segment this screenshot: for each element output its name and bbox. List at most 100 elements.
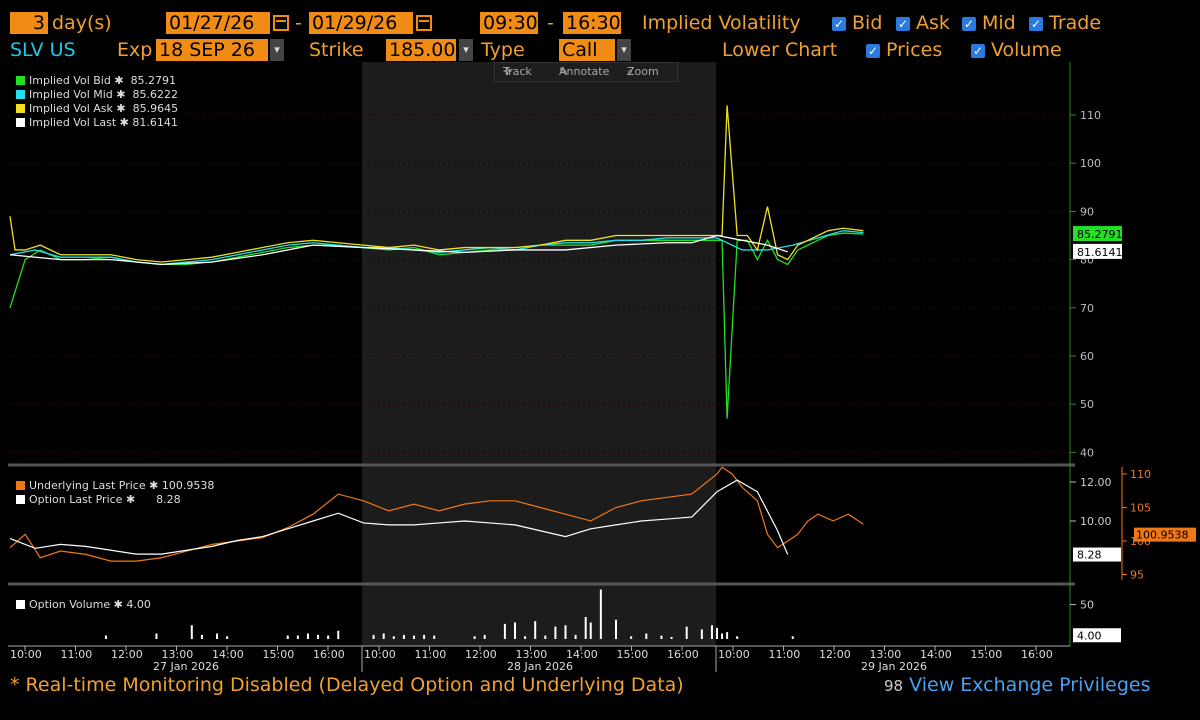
zoom-tool[interactable]: ⌕ Zoom	[627, 63, 659, 81]
volume-bar	[544, 635, 547, 639]
zoom-tool-label: Zoom	[627, 65, 659, 78]
checkbox-checked-icon: ✓	[971, 44, 985, 58]
legend-swatch	[16, 90, 25, 99]
x-tick-label: 11:00	[769, 648, 801, 661]
volume-bar	[721, 633, 724, 639]
strike-select[interactable]: 185.00	[386, 39, 456, 61]
volume-bar	[473, 636, 476, 639]
legend-value: 100.9538	[161, 479, 215, 492]
volume-bar	[574, 634, 577, 639]
legend-item: Underlying Last Price ✱ 100.9538	[16, 479, 214, 493]
volume-bar	[190, 625, 193, 639]
mid-checkbox[interactable]: ✓ Mid	[962, 12, 1016, 34]
x-tick-label: 14:00	[566, 648, 598, 661]
bid-checkbox[interactable]: ✓ Bid	[832, 12, 882, 34]
x-tick-label: 12:00	[111, 648, 143, 661]
iv-tick-label: 100	[1080, 157, 1101, 170]
track-tool[interactable]: ✛ Track	[503, 63, 532, 81]
price-lines	[9, 466, 864, 562]
crosshair-icon: ✛	[503, 65, 513, 78]
volume-bar	[104, 635, 107, 639]
day-label: 27 Jan 2026	[153, 660, 219, 673]
value-tag-box	[1073, 628, 1121, 643]
volume-bar	[736, 636, 739, 639]
days-input[interactable]: 3	[10, 12, 48, 34]
value-tag-label: 81.6141	[1077, 246, 1123, 259]
start-calendar-icon[interactable]	[273, 15, 289, 31]
x-tick-label: 15:00	[263, 648, 295, 661]
header-row-2: SLV US Exp 18 SEP 26 ▾ Strike 185.00 ▾ T…	[0, 39, 1200, 63]
x-tick-label: 13:00	[162, 648, 194, 661]
option-tick-label: 10.00	[1080, 515, 1112, 528]
chart-area[interactable]: 40506070809010011010.0012.00951001051105…	[0, 62, 1200, 674]
x-tick-label: 11:00	[61, 648, 93, 661]
exp-select[interactable]: 18 SEP 26	[156, 39, 268, 61]
pencil-icon: ✎	[559, 65, 569, 78]
price-series-line	[9, 479, 789, 555]
value-tag-label: 4.00	[1077, 629, 1102, 642]
iv-tick-label: 50	[1080, 398, 1094, 411]
value-tag-box	[1134, 527, 1196, 542]
iv-series-line	[9, 105, 864, 263]
volume-bar	[433, 635, 436, 639]
volume-checkbox-label: Volume	[991, 39, 1062, 61]
volume-bar	[630, 636, 633, 639]
type-dropdown-icon[interactable]: ▾	[617, 39, 631, 61]
exchange-privileges-link[interactable]: 98 View Exchange Privileges	[884, 674, 1151, 696]
x-tick-label: 10:00	[718, 648, 750, 661]
start-date-input[interactable]: 01/27/26	[166, 12, 270, 34]
volume-bar	[615, 619, 617, 639]
underlying-tick-label: 110	[1130, 468, 1151, 481]
end-calendar-icon[interactable]	[416, 15, 432, 31]
volume-bar	[317, 634, 320, 639]
volume-bar	[564, 625, 567, 639]
exchange-privileges-label: View Exchange Privileges	[909, 674, 1151, 696]
ask-checkbox[interactable]: ✓ Ask	[896, 12, 950, 34]
privileges-icon: 98	[884, 677, 904, 695]
x-tick-label: 16:00	[313, 648, 345, 661]
volume-bar	[700, 629, 703, 639]
volume-bar	[306, 633, 309, 639]
legend-name: Implied Vol Bid	[29, 74, 111, 87]
end-date-input[interactable]: 01/29/26	[309, 12, 413, 34]
exp-dropdown-icon[interactable]: ▾	[270, 39, 284, 61]
trade-checkbox[interactable]: ✓ Trade	[1029, 12, 1101, 34]
x-tick-label: 15:00	[617, 648, 649, 661]
annotate-tool[interactable]: ✎ Annotate	[559, 63, 609, 81]
prices-checkbox[interactable]: ✓ Prices	[866, 39, 942, 61]
x-tick-label: 13:00	[516, 648, 548, 661]
volume-checkbox[interactable]: ✓ Volume	[971, 39, 1062, 61]
value-tag-label: 100.9538	[1136, 529, 1189, 542]
type-select[interactable]: Call	[559, 39, 615, 61]
legend-name: Option Last Price	[29, 493, 123, 506]
iv-tick-label: 70	[1080, 302, 1094, 315]
legend-swatch	[16, 495, 25, 504]
volume-bar	[226, 636, 229, 639]
day-label: 29 Jan 2026	[861, 660, 927, 673]
volume-legend: Option Volume ✱ 4.00	[14, 596, 153, 614]
type-label: Type	[481, 39, 525, 61]
mode-label: Implied Volatility	[642, 12, 801, 34]
volume-bar	[716, 628, 718, 639]
days-label: day(s)	[52, 12, 112, 34]
volume-bar	[710, 625, 713, 639]
strike-dropdown-icon[interactable]: ▾	[459, 39, 473, 61]
checkbox-checked-icon: ✓	[866, 44, 880, 58]
volume-bar	[685, 626, 688, 639]
x-tick-label: 11:00	[415, 648, 447, 661]
underlying-tick-label: 105	[1130, 502, 1151, 515]
volume-bar	[382, 633, 385, 639]
option-tick-label: 12.00	[1080, 476, 1112, 489]
legend-swatch	[16, 118, 25, 127]
ask-checkbox-label: Ask	[916, 12, 950, 34]
volume-bars	[104, 589, 794, 639]
track-tool-label: Track	[503, 65, 532, 78]
start-time-input[interactable]: 09:30	[480, 12, 538, 34]
volume-bar	[726, 632, 729, 639]
price-series-line	[9, 466, 864, 562]
annotate-tool-label: Annotate	[559, 65, 610, 78]
exp-label: Exp	[117, 39, 153, 61]
legend-item: Implied Vol Mid ✱ 85.6222	[16, 88, 178, 102]
end-time-input[interactable]: 16:30	[563, 12, 621, 34]
checkbox-checked-icon: ✓	[1029, 17, 1043, 31]
